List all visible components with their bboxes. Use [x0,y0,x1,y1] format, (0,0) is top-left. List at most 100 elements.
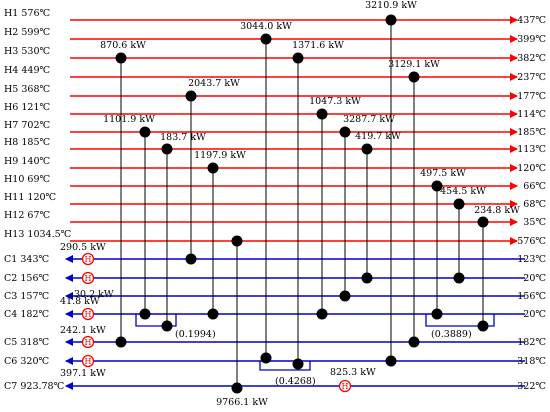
hot-stream-inlet-temp: 185℃ [21,137,50,148]
cold-stream-name: C4 [4,309,17,320]
exchanger-unit-e8-hot-side [139,126,151,138]
hot-stream-label-h6: H6 121℃ [4,102,51,113]
cold-stream-name: C5 [4,337,17,348]
hot-stream-name: H4 [4,65,18,76]
exchanger-unit-e16-hot-side [231,235,243,247]
cold-stream-label-c7: C7 923.78℃ [4,381,65,392]
hot-stream-name: H5 [4,84,18,95]
exchanger-duty-label: 454.5 kW [440,186,486,197]
hot-stream-inlet-temp: 69℃ [27,174,50,185]
hot-stream-name: H13 [4,229,24,240]
hot-stream-label-h8: H8 185℃ [4,137,51,148]
hot-stream-label-h1: H1 576℃ [4,8,51,19]
cold-stream-label-c5: C5 318℃ [4,337,49,348]
exchanger-duty-label: 1101.9 kW [103,114,155,125]
heater-symbol: H [85,274,92,283]
hot-stream-inlet-temp: 702℃ [21,120,50,131]
exchanger-duty-label: 234.8 kW [474,205,520,216]
cold-stream-outlet-temp: 156℃ [20,273,49,284]
hot-stream-outlet-temp: 120℃ [517,163,546,174]
heater-duty-label: 290.5 kW [60,242,106,253]
heater-icon-c5 [81,335,95,349]
hot-stream-name: H12 [4,210,24,221]
cold-stream-inlet-temp: 182℃ [517,337,546,348]
cold-stream-inlet-temp: 318℃ [517,356,546,367]
heater-duty-label: 41.8 kW [60,296,100,307]
exchanger-unit-e1-hot-side [385,14,397,26]
exchanger-duty-label: 1197.9 kW [194,150,246,161]
cold-stream-label-c2: C2 156℃ [4,273,49,284]
heater-symbol: H [85,310,92,319]
cold-stream-label-c1: C1 343℃ [4,254,49,265]
hot-stream-outlet-temp: 185℃ [517,127,546,138]
hot-stream-label-h12: H12 67℃ [4,210,50,221]
exchanger-unit-e1-cold-side [385,355,397,367]
split-ratio-label: (0.3889) [431,329,472,340]
hot-stream-name: H3 [4,46,18,57]
exchanger-unit-e9-cold-side [339,290,351,302]
hot-stream-label-h10: H10 69℃ [4,174,50,185]
exchanger-unit-e5-cold-side [408,336,420,348]
hot-stream-outlet-temp: 177℃ [517,91,546,102]
exchanger-duty-label: 497.5 kW [420,168,466,179]
heater-icon-c4 [81,307,95,321]
hot-stream-name: H7 [4,120,18,131]
hot-stream-name: H8 [4,137,18,148]
split-ratio-label: (0.1994) [175,329,216,340]
hot-stream-outlet-temp: 576℃ [517,236,546,247]
exchanger-duty-label: 183.7 kW [160,132,206,143]
heater-symbol: H [85,338,92,347]
hot-stream-inlet-temp: 140℃ [21,156,50,167]
exchanger-unit-e9-hot-side [339,126,351,138]
heater-icon-c1 [81,252,95,266]
heater-symbol: H [85,255,92,264]
exchanger-unit-e6-cold-side [185,253,197,265]
cold-stream-name: C6 [4,356,17,367]
exchanger-unit-e11-hot-side [361,143,373,155]
exchanger-unit-e3-hot-side [115,52,127,64]
stream-split-c6 [259,361,311,371]
hot-stream-name: H2 [4,27,18,38]
heater-icon-c7 [338,379,352,393]
hot-stream-inlet-temp: 1034.5℃ [27,229,71,240]
exchanger-unit-e2-hot-side [260,33,272,45]
hot-stream-inlet-temp: 530℃ [21,46,50,57]
heater-icon-c2 [81,271,95,285]
hot-stream-label-h5: H5 368℃ [4,84,51,95]
hot-stream-inlet-temp: 599℃ [21,27,50,38]
hot-stream-inlet-temp: 576℃ [21,8,50,19]
exchanger-duty-label: 419.7 kW [355,131,401,142]
exchanger-duty-label: 3129.1 kW [388,59,440,70]
cold-stream-label-c3: C3 157℃ [4,291,49,302]
cold-stream-inlet-temp: 20℃ [523,309,546,320]
hot-stream-outlet-temp: 68℃ [523,199,546,210]
hot-stream-name: H10 [4,174,24,185]
hot-stream-name: H1 [4,8,18,19]
hot-stream-inlet-temp: 449℃ [21,65,50,76]
cold-stream-label-c4: C4 182℃ [4,309,49,320]
exchanger-unit-e2-cold-side [260,352,272,364]
stream-split-c4-left [135,314,177,327]
exchanger-duty-label: 3287.7 kW [343,114,395,125]
cold-stream-name: C3 [4,291,17,302]
exchanger-unit-e12-hot-side [207,162,219,174]
heater-icon-c6 [81,354,95,368]
hot-stream-label-h9: H9 140℃ [4,156,51,167]
cold-stream-inlet-temp: 156℃ [517,291,546,302]
exchanger-unit-e8-cold-side [139,308,151,320]
exchanger-unit-e11-cold-side [361,272,373,284]
exchanger-unit-e5-hot-side [408,71,420,83]
hot-stream-name: H11 [4,192,24,203]
exchanger-unit-e16-cold-side [231,382,243,394]
exchanger-unit-e15-cold-side [477,320,489,332]
exchanger-unit-e7-cold-side [316,308,328,320]
hot-stream-outlet-temp: 35℃ [523,217,546,228]
cold-stream-name: C7 [4,381,17,392]
exchanger-duty-label: 1047.3 kW [309,96,361,107]
exchanger-duty-label: 3044.0 kW [240,21,292,32]
hot-stream-outlet-temp: 237℃ [517,72,546,83]
exchanger-unit-e13-cold-side [431,308,443,320]
exchanger-unit-e3-cold-side [115,336,127,348]
cold-stream-label-c6: C6 320℃ [4,356,49,367]
